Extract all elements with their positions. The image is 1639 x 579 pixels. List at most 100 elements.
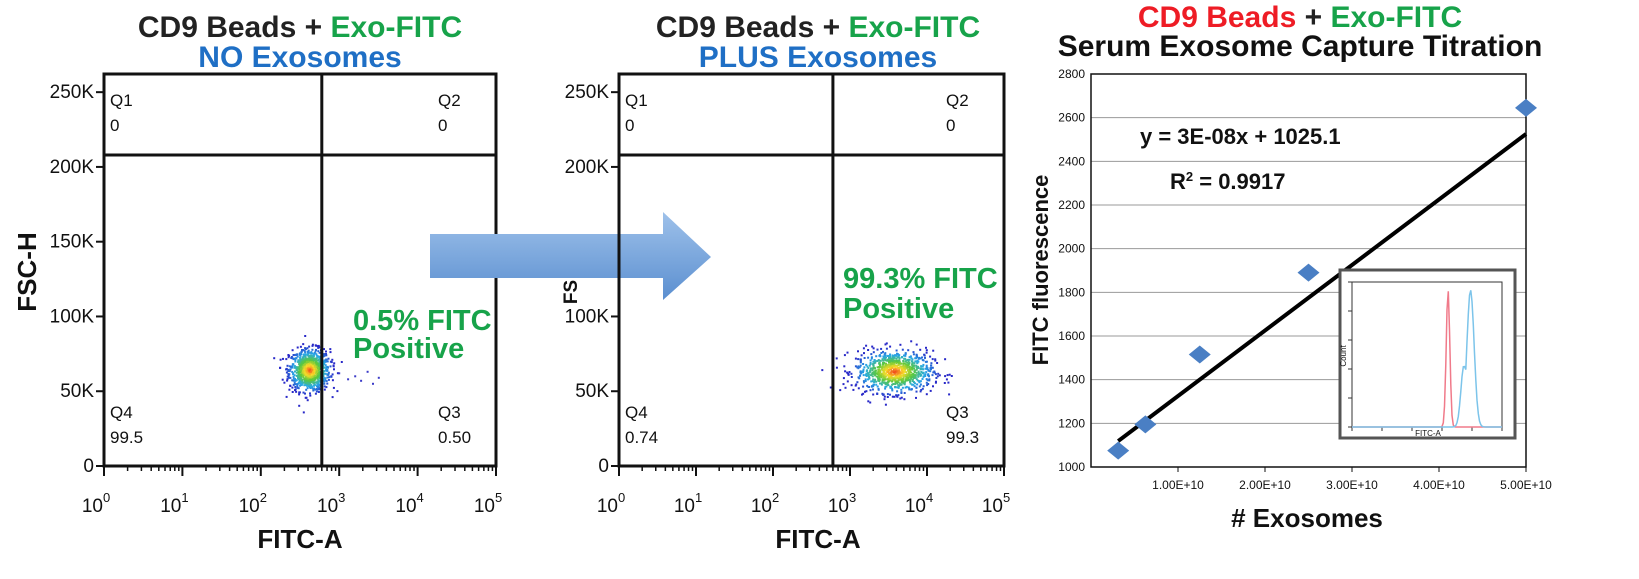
outlier-dot <box>366 370 369 373</box>
event-dot <box>862 380 865 383</box>
event-dot <box>285 395 288 398</box>
event-dot <box>862 392 865 395</box>
quadrant-value: 99.3 <box>946 428 979 447</box>
event-dot <box>931 366 934 369</box>
event-dot <box>307 366 309 369</box>
event-dot <box>927 369 930 372</box>
event-dot <box>870 380 873 383</box>
title-part-exo-fitc: Exo-FITC <box>1330 1 1462 34</box>
event-dot <box>917 360 920 363</box>
x-tick-exponent: 3 <box>849 490 856 505</box>
event-dot <box>891 354 894 357</box>
event-dot <box>883 398 886 401</box>
event-dot <box>879 375 882 377</box>
event-dot <box>317 344 320 347</box>
event-dot <box>291 379 294 382</box>
event-dot <box>290 356 293 358</box>
quadrant-value: 0 <box>110 116 119 135</box>
x-tick-exponent: 5 <box>1003 490 1010 505</box>
event-dot <box>301 372 304 375</box>
event-dot <box>309 377 312 380</box>
event-dot <box>908 365 911 368</box>
event-dot <box>907 386 910 389</box>
event-dot <box>300 375 303 378</box>
event-dot <box>313 358 316 361</box>
event-dot <box>889 345 892 348</box>
event-dot <box>909 382 912 385</box>
event-dot <box>848 371 851 373</box>
event-dot <box>882 355 885 358</box>
event-dot <box>924 356 926 359</box>
event-dot <box>899 365 902 368</box>
y-tick-label: 100K <box>565 306 610 327</box>
event-dot <box>307 349 310 352</box>
event-dot <box>291 370 294 373</box>
event-dot <box>908 356 911 359</box>
panel-3-subtitle: Serum Exosome Capture Titration <box>1058 30 1543 63</box>
event-dot <box>312 381 315 384</box>
event-dot <box>872 351 875 354</box>
event-dot <box>891 383 894 386</box>
event-dot <box>887 384 890 387</box>
event-dot <box>291 357 294 360</box>
inset-series-blue <box>1352 290 1502 428</box>
x-tick-label: 4.00E+10 <box>1413 478 1465 492</box>
event-dot <box>302 358 305 361</box>
event-dot <box>859 370 862 373</box>
event-dot <box>844 370 847 373</box>
data-point <box>1515 98 1537 117</box>
event-dot <box>286 379 289 382</box>
event-dot <box>915 357 918 360</box>
event-dot <box>915 371 918 374</box>
event-dot <box>913 364 916 367</box>
event-dot <box>325 367 328 370</box>
event-dot <box>888 356 891 359</box>
quadrant-value: 0 <box>438 116 447 135</box>
event-dot <box>880 347 883 350</box>
event-dot <box>921 387 924 390</box>
x-tick-exponent: 2 <box>772 490 779 505</box>
event-dot <box>307 385 310 388</box>
event-dot <box>899 397 902 400</box>
event-dot <box>316 371 318 373</box>
event-dot <box>329 351 332 354</box>
title-part-exo-fitc: Exo-FITC <box>848 11 980 44</box>
event-dot <box>892 355 895 357</box>
event-dot <box>288 388 291 391</box>
event-dot <box>872 372 875 375</box>
event-dot <box>306 350 309 353</box>
event-dot <box>896 373 899 376</box>
event-dot <box>314 365 317 368</box>
event-dot <box>920 389 923 391</box>
event-dot <box>287 376 290 379</box>
event-dot <box>879 373 882 376</box>
event-dot <box>843 365 846 368</box>
event-dot <box>901 370 904 373</box>
event-dot <box>894 364 897 367</box>
event-dot <box>301 380 304 383</box>
event-dot <box>296 374 299 377</box>
x-tick-label: 101 <box>160 490 188 517</box>
event-dot <box>918 380 921 383</box>
event-dot <box>872 385 875 388</box>
event-dot <box>326 369 329 372</box>
event-dot <box>908 370 911 373</box>
event-dot <box>888 369 890 371</box>
event-dot <box>867 349 870 351</box>
event-dot <box>894 383 897 385</box>
event-dot <box>308 375 311 378</box>
x-tick-label: 103 <box>828 490 856 517</box>
y-tick-label: 0 <box>83 456 94 477</box>
event-dot <box>896 382 899 385</box>
event-dot <box>856 366 859 369</box>
event-dot <box>286 378 289 381</box>
event-dot <box>318 360 321 363</box>
event-dot <box>904 354 907 357</box>
event-dot <box>902 375 905 378</box>
event-dot <box>911 363 914 366</box>
panel-2-subtitle: PLUS Exosomes <box>699 41 937 74</box>
event-dot <box>314 361 317 364</box>
event-dot <box>289 368 292 371</box>
event-dot <box>898 359 901 362</box>
event-dot <box>304 335 307 337</box>
